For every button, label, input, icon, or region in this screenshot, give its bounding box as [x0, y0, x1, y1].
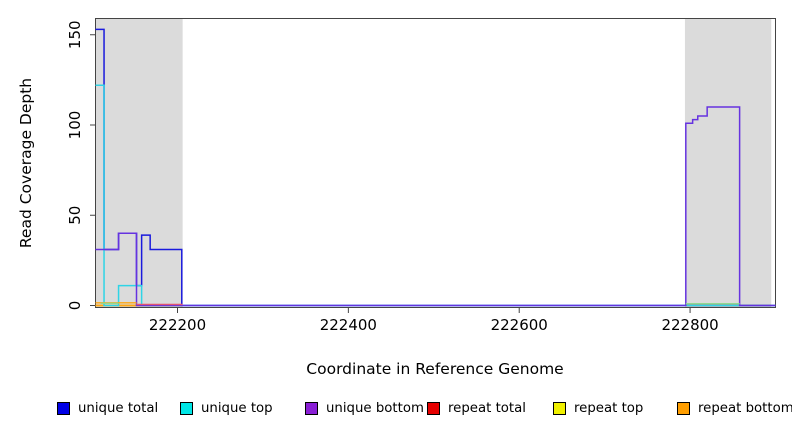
- legend-label: repeat total: [448, 400, 526, 416]
- y-tick-label: 0: [66, 301, 84, 311]
- series-unique-bottom-line: [95, 106, 776, 307]
- coverage-plot: 222200 222400 222600 222800 0 50 100 150 Coordi…: [17, 18, 776, 378]
- legend-item-repeat-total: repeat total: [427, 396, 526, 420]
- plot-box: [95, 18, 776, 308]
- legend-item-unique-total: unique total: [57, 396, 158, 420]
- legend: unique total unique top unique bottom repea…: [0, 396, 792, 422]
- legend-label: repeat top: [574, 400, 644, 416]
- legend-label: unique total: [78, 400, 159, 416]
- legend-item-repeat-top: repeat top: [553, 396, 643, 420]
- highlight-region: [95, 18, 183, 308]
- x-tick-label: 222400: [320, 316, 377, 334]
- x-tick-label: 222600: [491, 316, 548, 334]
- x-axis-label: Coordinate in Reference Genome: [306, 360, 563, 378]
- unique-top-swatch-icon: [180, 401, 193, 415]
- y-axis-label: Read Coverage Depth: [17, 78, 35, 248]
- y-tick-label: 100: [66, 111, 84, 140]
- legend-label: repeat bottom: [698, 400, 792, 416]
- legend-item-unique-top: unique top: [180, 396, 273, 420]
- legend-label: unique top: [201, 400, 273, 416]
- unique-bottom-swatch-icon: [305, 401, 318, 415]
- unique-total-swatch-icon: [57, 401, 70, 415]
- highlight-region: [684, 18, 772, 308]
- series-unique-total-line: [95, 28, 776, 307]
- legend-item-unique-bottom: unique bottom: [305, 396, 424, 420]
- repeat-total-swatch-icon: [427, 401, 440, 415]
- y-tick-label: 50: [66, 206, 84, 225]
- plot-content: 222200 222400 222600 222800 0 50 100 150: [66, 18, 776, 334]
- y-tick-label: 150: [66, 20, 84, 49]
- legend-item-repeat-bottom: repeat bottom: [677, 396, 792, 420]
- series-unique-top-line: [95, 84, 776, 307]
- x-tick-label: 222800: [661, 316, 718, 334]
- repeat-top-swatch-icon: [553, 401, 566, 415]
- x-tick-label: 222200: [149, 316, 206, 334]
- repeat-bottom-swatch-icon: [677, 401, 690, 415]
- legend-label: unique bottom: [326, 400, 424, 416]
